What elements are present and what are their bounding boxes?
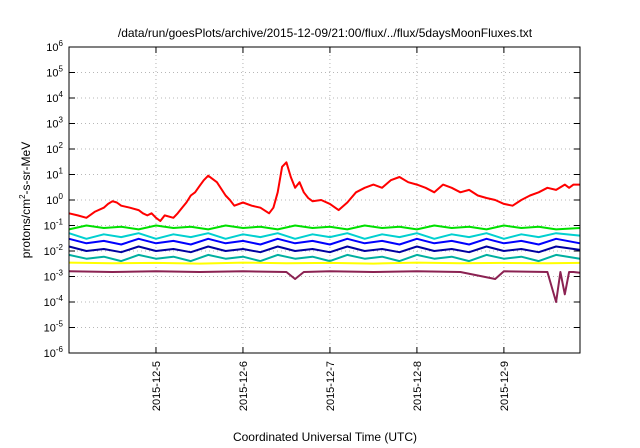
y-tick-label: 100 (46, 192, 63, 207)
x-tick-label: 2015-12-8 (412, 361, 424, 411)
series-line (68, 245, 581, 254)
series-line (68, 237, 581, 246)
y-tick-label: 10-5 (44, 320, 64, 335)
y-tick-exponent: 6 (59, 39, 64, 48)
y-tick-exponent: -4 (56, 294, 64, 303)
y-axis-label-sup: 2 (18, 194, 27, 199)
series-line (68, 261, 581, 265)
y-axis-label: protons/cm2-s-sr-MeV (18, 142, 33, 258)
y-tick-base: 10 (46, 42, 58, 54)
y-tick-label: 101 (46, 167, 63, 182)
y-tick-exponent: -1 (56, 218, 64, 227)
y-tick-label: 104 (46, 90, 63, 105)
y-tick-label: 102 (46, 141, 63, 156)
y-tick-base: 10 (46, 119, 58, 131)
y-tick-label: 103 (46, 116, 63, 131)
grid-lines (69, 47, 580, 353)
y-tick-base: 10 (46, 144, 58, 156)
y-tick-label: 10-3 (44, 269, 64, 284)
x-tick-label: 2015-12-9 (499, 361, 511, 411)
y-tick-label: 10-6 (44, 345, 64, 360)
y-tick-exponent: 5 (59, 65, 64, 74)
series-line (68, 253, 581, 263)
y-tick-base: 10 (44, 221, 56, 233)
y-tick-base: 10 (44, 348, 56, 360)
y-tick-base: 10 (46, 68, 58, 80)
y-tick-label: 10-1 (44, 218, 64, 233)
x-tick-label: 2015-12-6 (238, 361, 250, 411)
y-tick-label: 106 (46, 39, 63, 54)
y-tick-base: 10 (46, 195, 58, 207)
y-tick-base: 10 (44, 272, 56, 284)
y-tick-exponent: 2 (59, 141, 64, 150)
y-tick-exponent: 3 (59, 116, 64, 125)
x-tick-label: 2015-12-5 (151, 361, 163, 411)
series-layer (68, 161, 581, 303)
chart-title: /data/run/goesPlots/archive/2015-12-09/2… (118, 26, 533, 40)
x-axis-label: Coordinated Universal Time (UTC) (233, 430, 417, 444)
y-tick-exponent: -3 (56, 269, 64, 278)
y-tick-base: 10 (44, 297, 56, 309)
y-tick-base: 10 (44, 246, 56, 258)
y-tick-exponent: 4 (59, 90, 64, 99)
series-line (68, 270, 581, 303)
series-line (68, 224, 581, 231)
y-tick-exponent: 1 (59, 167, 64, 176)
axes-layer: 10-610-510-410-310-210-11001011021031041… (44, 39, 580, 411)
y-tick-base: 10 (44, 323, 56, 335)
series-line (68, 161, 580, 222)
y-tick-exponent: -2 (56, 243, 64, 252)
y-tick-base: 10 (46, 170, 58, 182)
y-axis-label-tail: -s-sr-MeV (19, 142, 33, 195)
y-tick-label: 10-2 (44, 243, 64, 258)
x-tick-label: 2015-12-7 (325, 361, 337, 411)
y-tick-exponent: 0 (59, 192, 64, 201)
y-tick-exponent: -5 (56, 320, 64, 329)
y-tick-label: 105 (46, 65, 63, 80)
y-tick-base: 10 (46, 93, 58, 105)
series-line (68, 232, 581, 240)
y-tick-exponent: -6 (56, 345, 64, 354)
y-tick-label: 10-4 (44, 294, 64, 309)
y-axis-label-main: protons/cm (19, 199, 33, 258)
